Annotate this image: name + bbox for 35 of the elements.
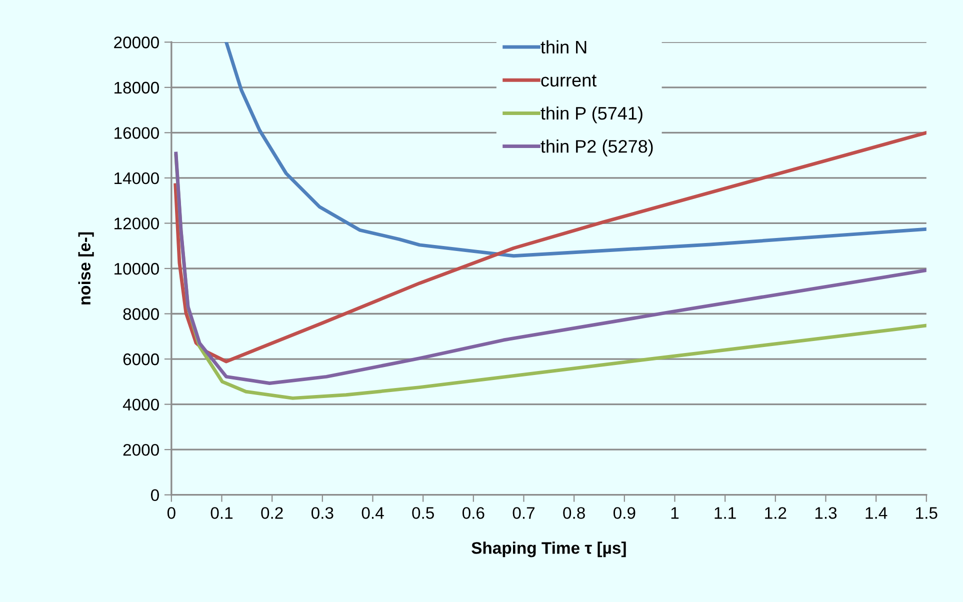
line-series xyxy=(174,130,926,364)
legend-label: thin N xyxy=(540,40,586,54)
y-tick-label: 16000 xyxy=(114,127,159,139)
y-tick-label: 12000 xyxy=(114,218,159,230)
y-tick-label: 20000 xyxy=(114,36,159,48)
y-tick-label: 0 xyxy=(150,489,159,502)
y-tick-label: 4000 xyxy=(122,398,159,411)
line-series xyxy=(224,42,926,258)
y-tick-label: 10000 xyxy=(114,262,159,275)
x-tick-label: 0.1 xyxy=(210,507,233,519)
y-tick-label: 6000 xyxy=(123,353,159,366)
y-tick-label: 18000 xyxy=(114,82,159,94)
y-tick-label: 8000 xyxy=(123,308,159,320)
x-tick-label: 0.9 xyxy=(613,507,636,519)
x-tick-label: 0.7 xyxy=(512,507,534,519)
x-tick-label: 0.4 xyxy=(362,507,384,519)
x-tick-label: 1.3 xyxy=(815,507,837,519)
x-tick-label: 0.2 xyxy=(261,507,283,519)
x-tick-label: 0.8 xyxy=(563,507,585,519)
x-tick-label: 1.1 xyxy=(714,507,736,519)
x-tick-label: 0.5 xyxy=(412,507,434,519)
legend-label: thin P2 (5278) xyxy=(540,140,653,156)
legend-label: current xyxy=(541,74,597,87)
x-tick-label: 0 xyxy=(167,507,176,519)
y-axis-title: noise [e-] xyxy=(78,232,94,304)
y-tick-label: 2000 xyxy=(123,444,159,456)
x-tick-label: 1 xyxy=(671,507,679,519)
legend-label: thin P (5741) xyxy=(540,106,642,124)
x-tick-label: 0.3 xyxy=(311,507,334,519)
x-axis-title: Shaping Time τ [µs] xyxy=(472,542,626,558)
y-tick-label: 14000 xyxy=(114,172,159,184)
x-tick-label: 0.6 xyxy=(462,507,484,519)
x-tick-label: 1.4 xyxy=(866,507,888,519)
x-tick-label: 1.2 xyxy=(765,507,786,519)
x-tick-label: 1.5 xyxy=(916,507,938,519)
